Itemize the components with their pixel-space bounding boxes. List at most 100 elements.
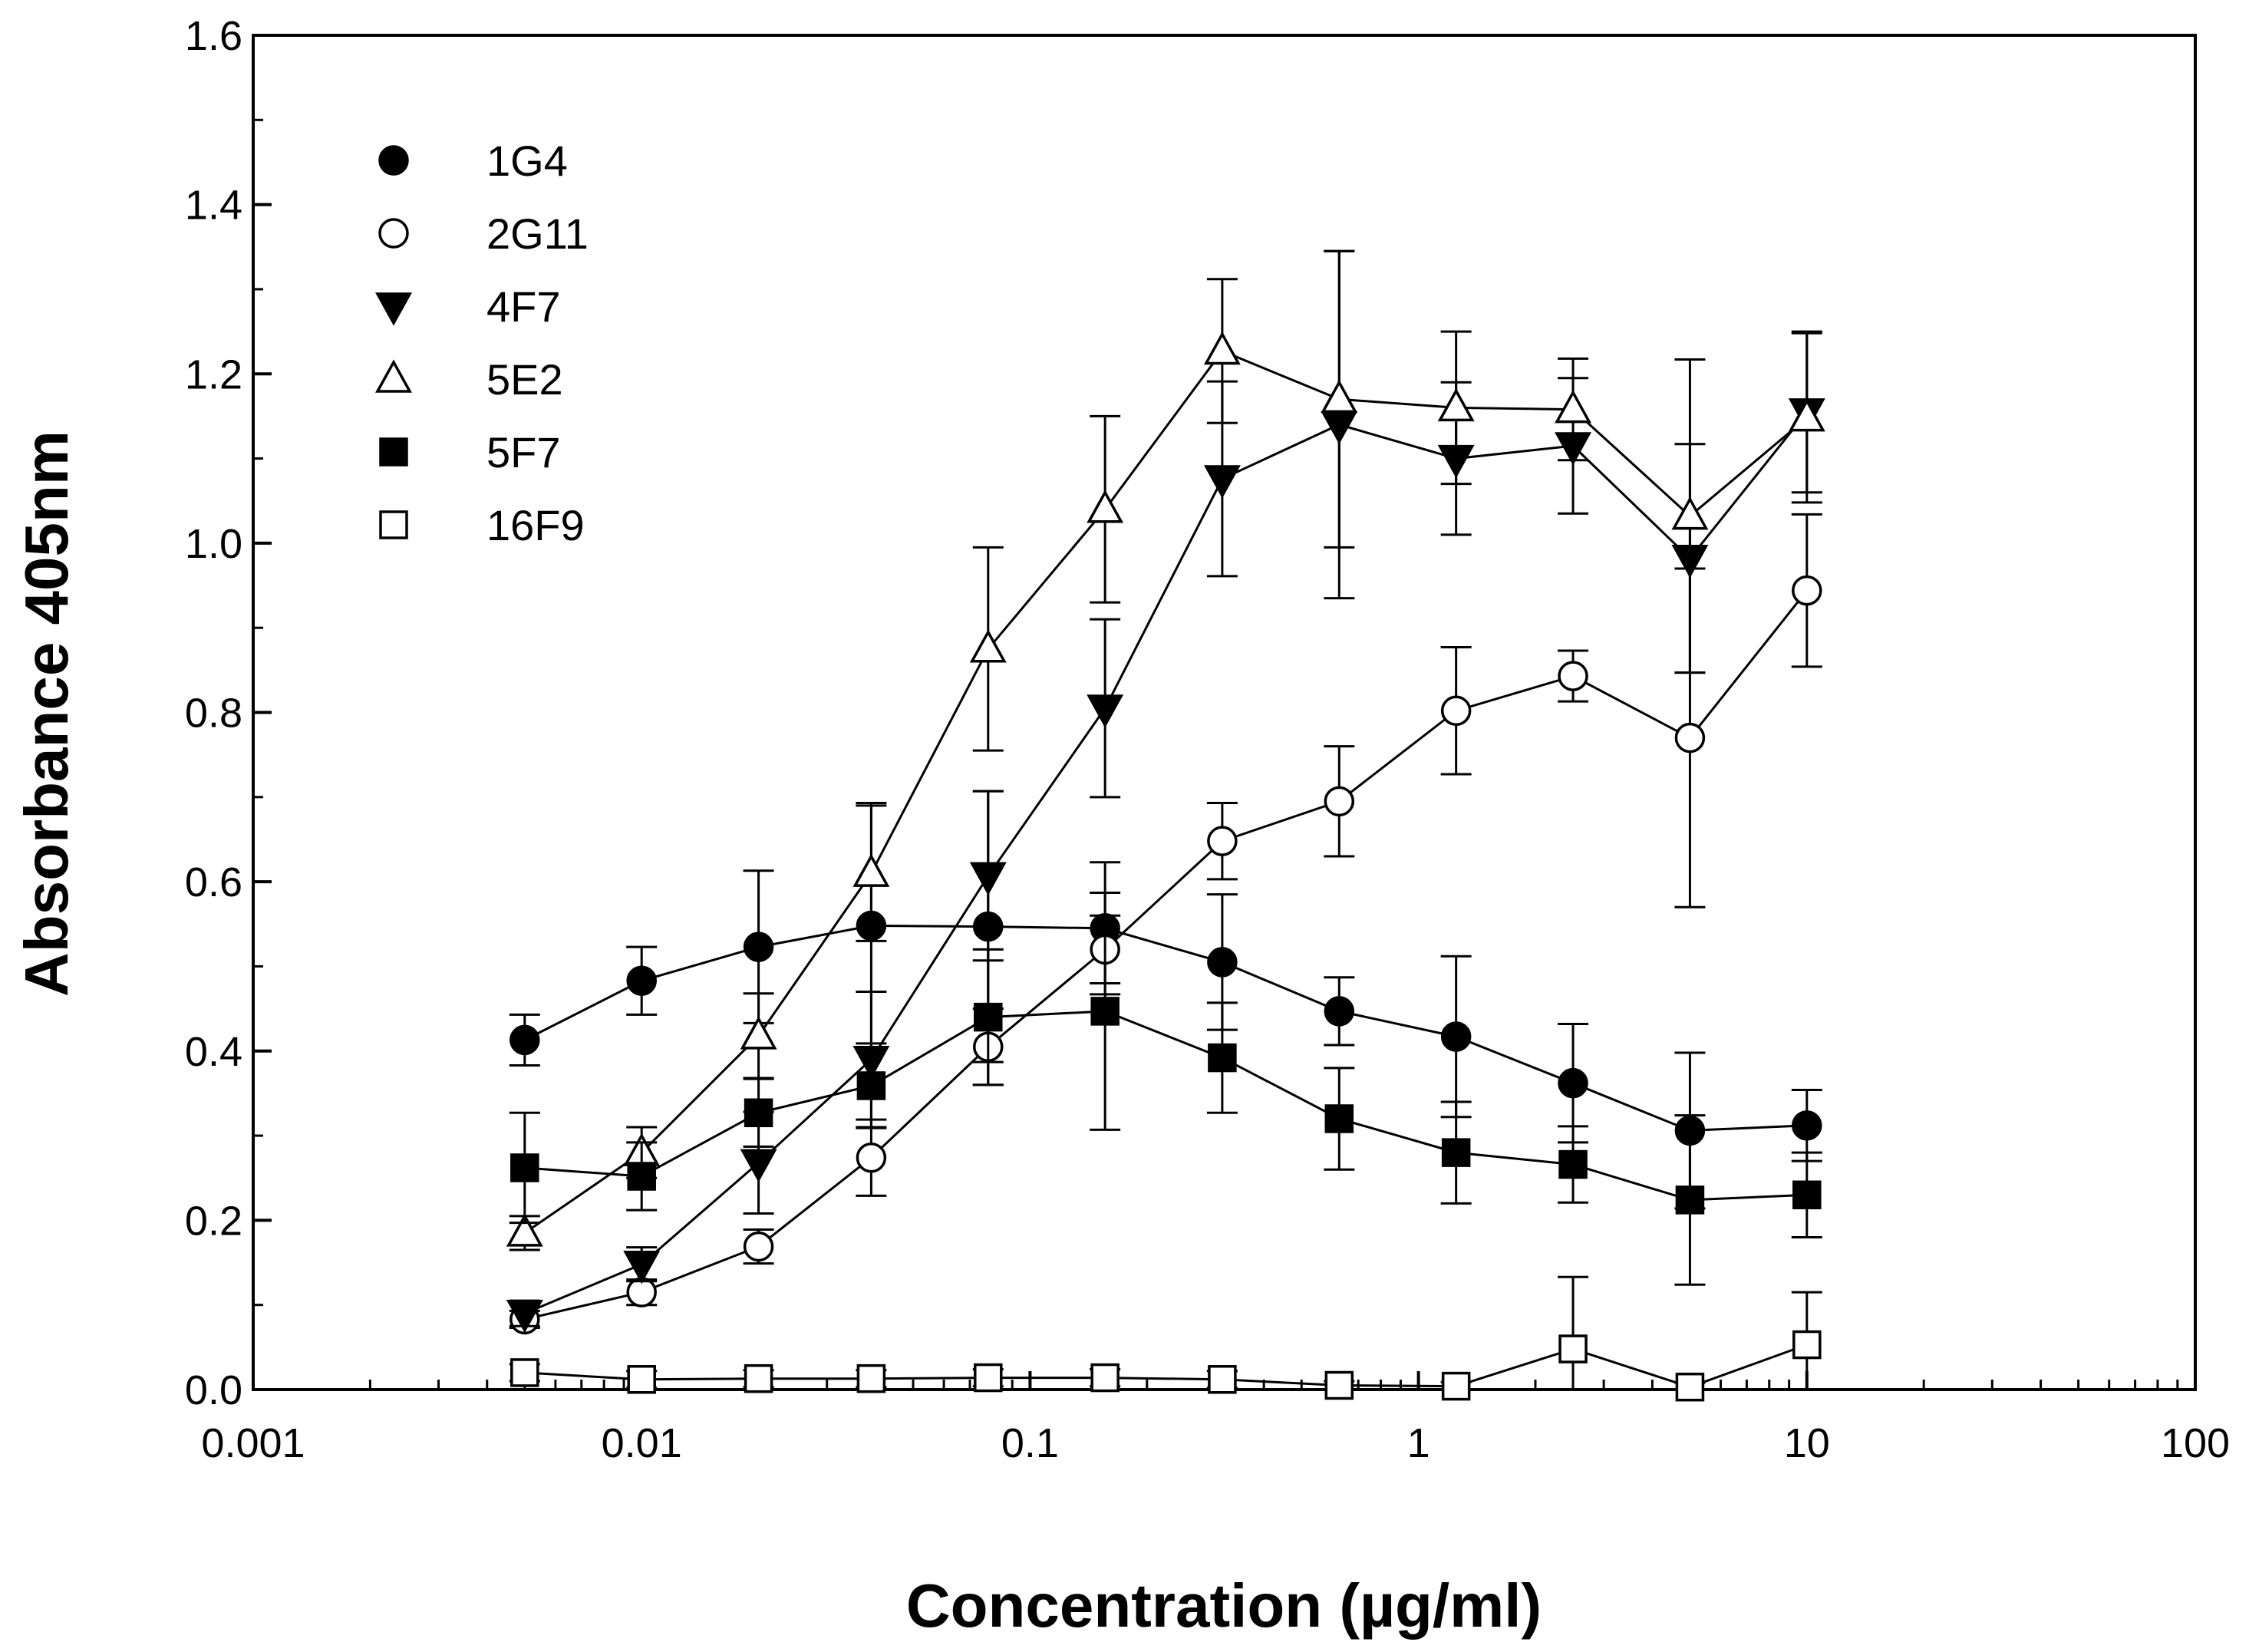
y-tick-label: 1.2 (185, 351, 242, 397)
data-point-5F7 (1324, 1104, 1354, 1133)
data-point-4F7 (623, 1250, 661, 1284)
data-point-1G4 (1440, 1021, 1472, 1052)
data-point-16F9 (627, 1365, 656, 1394)
data-point-16F9 (1441, 1371, 1471, 1401)
legend-item-2G11: 2G11 (378, 209, 589, 258)
data-point-2G11 (743, 1231, 774, 1262)
data-point-5F7 (1792, 1180, 1822, 1210)
legend-label: 5E2 (486, 355, 563, 404)
data-point-4F7 (1087, 694, 1124, 728)
data-point-5F7 (856, 1071, 886, 1100)
x-tick-label: 0.01 (602, 1420, 682, 1466)
data-point-5F7 (1441, 1138, 1471, 1167)
y-axis-title: Absorbance 405nm (12, 430, 81, 997)
legend-marker (379, 437, 408, 467)
x-axis-title: Concentration (µg/ml) (906, 1571, 1542, 1640)
series-line-5F7 (524, 1010, 1807, 1202)
data-point-16F9 (1792, 1330, 1822, 1360)
legend-item-16F9: 16F9 (379, 501, 585, 549)
data-point-4F7 (506, 1299, 543, 1334)
data-point-5E2 (1203, 331, 1241, 365)
data-point-16F9 (974, 1363, 1003, 1393)
x-tick-label: 100 (2161, 1420, 2230, 1466)
data-point-16F9 (1558, 1334, 1588, 1363)
data-point-5F7 (1208, 1043, 1237, 1073)
legend-label: 5F7 (486, 428, 561, 476)
y-tick-label: 0.6 (185, 859, 242, 905)
data-point-5E2 (1321, 379, 1358, 414)
data-point-1G4 (743, 932, 774, 962)
data-point-1G4 (1207, 947, 1238, 978)
series-line-2G11 (524, 589, 1808, 1321)
x-tick-label: 1 (1407, 1420, 1430, 1466)
series-line-1G4 (524, 924, 1807, 1132)
series-2G11 (509, 513, 1822, 1335)
data-point-1G4 (626, 965, 657, 996)
data-point-16F9 (1090, 1363, 1120, 1393)
legend-label: 4F7 (486, 282, 561, 331)
data-point-5E2 (1437, 387, 1475, 422)
data-point-16F9 (1324, 1370, 1354, 1400)
legend-item-4F7: 4F7 (375, 282, 561, 331)
x-tick-label: 0.1 (1001, 1420, 1059, 1466)
data-point-5F7 (1675, 1185, 1705, 1215)
data-point-2G11 (856, 1142, 887, 1173)
data-point-5F7 (627, 1162, 656, 1191)
data-point-5E2 (852, 853, 890, 887)
y-tick-label: 1.6 (185, 13, 242, 59)
legend-item-1G4: 1G4 (378, 137, 568, 185)
data-point-5E2 (1087, 490, 1124, 523)
data-point-16F9 (744, 1363, 773, 1393)
data-point-2G11 (1324, 786, 1355, 817)
data-point-4F7 (969, 862, 1007, 896)
x-tick-label: 0.001 (201, 1420, 305, 1466)
series-4F7 (506, 249, 1825, 1334)
y-tick-label: 1.4 (185, 183, 242, 229)
data-point-5F7 (1090, 997, 1120, 1026)
series-1G4 (509, 790, 1822, 1210)
legend-item-5E2: 5E2 (375, 355, 563, 404)
series-line-4F7 (524, 411, 1808, 1315)
data-point-5F7 (744, 1098, 773, 1128)
legend-marker (378, 145, 409, 176)
y-tick-label: 1.0 (185, 521, 242, 567)
y-tick-label: 0.4 (185, 1029, 242, 1075)
data-point-2G11 (1674, 722, 1706, 753)
data-point-16F9 (1208, 1365, 1237, 1394)
data-point-5F7 (974, 1002, 1003, 1032)
data-point-4F7 (1203, 465, 1241, 499)
data-point-5E2 (1555, 389, 1592, 424)
legend-marker (378, 218, 409, 249)
y-tick-label: 0.8 (185, 691, 242, 737)
legend-item-5F7: 5F7 (379, 428, 561, 476)
data-point-5E2 (1788, 397, 1825, 432)
series-5F7 (509, 891, 1822, 1286)
data-point-16F9 (1675, 1372, 1705, 1402)
data-point-5E2 (740, 1016, 777, 1050)
series-16F9 (509, 1275, 1822, 1402)
data-point-2G11 (1207, 826, 1238, 856)
legend-label: 2G11 (486, 209, 589, 258)
data-point-16F9 (856, 1363, 886, 1393)
data-point-2G11 (1440, 695, 1472, 727)
axis-ticks: 0.0 0.2 0.4 0.6 0.8 1.0 1.2 1.4 1.6 0.001 0.01 0.1 1… (185, 13, 2230, 1466)
data-point-16F9 (510, 1358, 539, 1387)
data-point-2G11 (1558, 661, 1588, 691)
legend-label: 1G4 (486, 137, 568, 185)
y-tick-label: 0.2 (185, 1198, 242, 1244)
data-point-5E2 (969, 629, 1007, 663)
data-point-2G11 (1792, 575, 1822, 606)
data-point-5F7 (1558, 1149, 1588, 1179)
legend-marker (375, 359, 412, 393)
series-layer (506, 249, 1825, 1402)
series-line-16F9 (524, 1344, 1808, 1389)
legend-label: 16F9 (486, 501, 585, 549)
data-point-1G4 (509, 1024, 540, 1056)
data-point-5E2 (1671, 496, 1709, 530)
data-point-4F7 (740, 1149, 777, 1182)
legend-marker (375, 292, 412, 326)
data-point-1G4 (1792, 1110, 1822, 1141)
data-point-1G4 (1324, 996, 1355, 1027)
series-5E2 (506, 249, 1825, 1251)
